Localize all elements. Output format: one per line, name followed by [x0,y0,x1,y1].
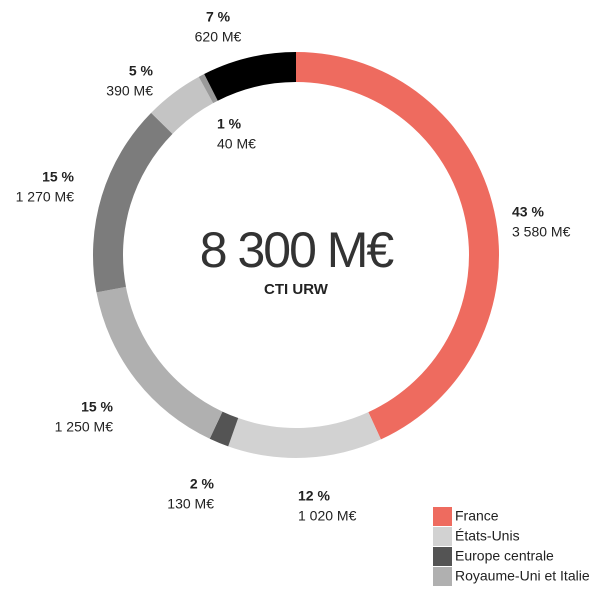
value-label: 1 250 M€ [55,419,114,435]
center-subtitle: CTI URW [264,281,329,298]
percent-label: 15 % [42,169,74,185]
value-label: 390 M€ [106,83,153,99]
value-label: 130 M€ [167,496,214,512]
donut-segment [209,411,239,447]
value-label: 620 M€ [195,29,242,45]
percent-label: 12 % [298,488,330,504]
donut-segment [151,76,214,134]
percent-label: 2 % [190,476,215,492]
percent-label: 5 % [129,63,154,79]
legend-swatch [433,567,452,586]
legend-swatch [433,527,452,546]
legend-swatch [433,547,452,566]
donut-segment [198,73,218,104]
legend-label: Europe centrale [455,548,554,564]
legend-label: France [455,508,499,524]
percent-label: 7 % [206,9,231,25]
legend-swatch [433,507,452,526]
value-label: 1 020 M€ [298,508,357,524]
value-label: 3 580 M€ [512,224,571,240]
legend-label: États-Unis [455,528,520,544]
legend-label: Royaume-Uni et Italie [455,568,590,584]
donut-segment [204,52,296,101]
percent-label: 43 % [512,204,544,220]
donut-segment [296,52,499,440]
donut-segment [93,112,173,293]
donut-segment [96,286,223,439]
percent-label: 15 % [81,399,113,415]
percent-label: 1 % [217,116,242,132]
donut-segment [228,412,381,459]
value-label: 40 M€ [217,136,256,152]
value-label: 1 270 M€ [16,189,75,205]
center-title: 8 300 M€ [200,222,395,278]
